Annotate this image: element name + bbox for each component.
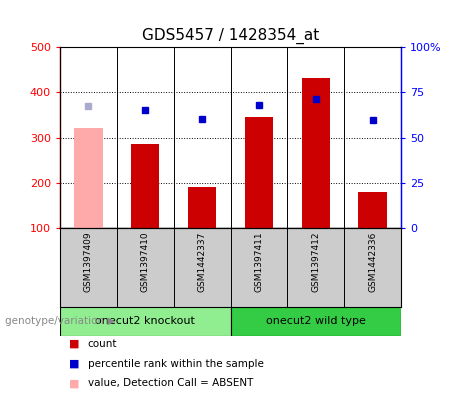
Bar <box>358 192 387 228</box>
Bar <box>174 228 230 307</box>
Bar <box>301 78 330 228</box>
Text: GSM1442336: GSM1442336 <box>368 232 377 292</box>
Text: GSM1397411: GSM1397411 <box>254 232 263 292</box>
Bar <box>131 144 160 228</box>
Bar <box>230 228 287 307</box>
Bar <box>60 228 117 307</box>
Bar <box>117 228 174 307</box>
Text: GSM1397409: GSM1397409 <box>84 232 93 292</box>
Text: onecut2 knockout: onecut2 knockout <box>95 316 195 326</box>
Text: value, Detection Call = ABSENT: value, Detection Call = ABSENT <box>88 378 253 388</box>
Text: count: count <box>88 339 117 349</box>
Text: GSM1397410: GSM1397410 <box>141 232 150 292</box>
Bar <box>60 307 230 336</box>
Bar <box>245 117 273 228</box>
Text: onecut2 wild type: onecut2 wild type <box>266 316 366 326</box>
Text: GSM1397412: GSM1397412 <box>311 232 320 292</box>
Title: GDS5457 / 1428354_at: GDS5457 / 1428354_at <box>142 28 319 44</box>
Text: ■: ■ <box>69 378 80 388</box>
Text: ■: ■ <box>69 358 80 369</box>
Bar <box>230 307 401 336</box>
Text: GSM1442337: GSM1442337 <box>198 232 207 292</box>
Text: genotype/variation ▶: genotype/variation ▶ <box>5 316 115 326</box>
Text: ■: ■ <box>69 339 80 349</box>
Text: percentile rank within the sample: percentile rank within the sample <box>88 358 264 369</box>
Bar <box>188 187 216 228</box>
Bar <box>74 128 102 228</box>
Bar <box>287 228 344 307</box>
Bar <box>344 228 401 307</box>
